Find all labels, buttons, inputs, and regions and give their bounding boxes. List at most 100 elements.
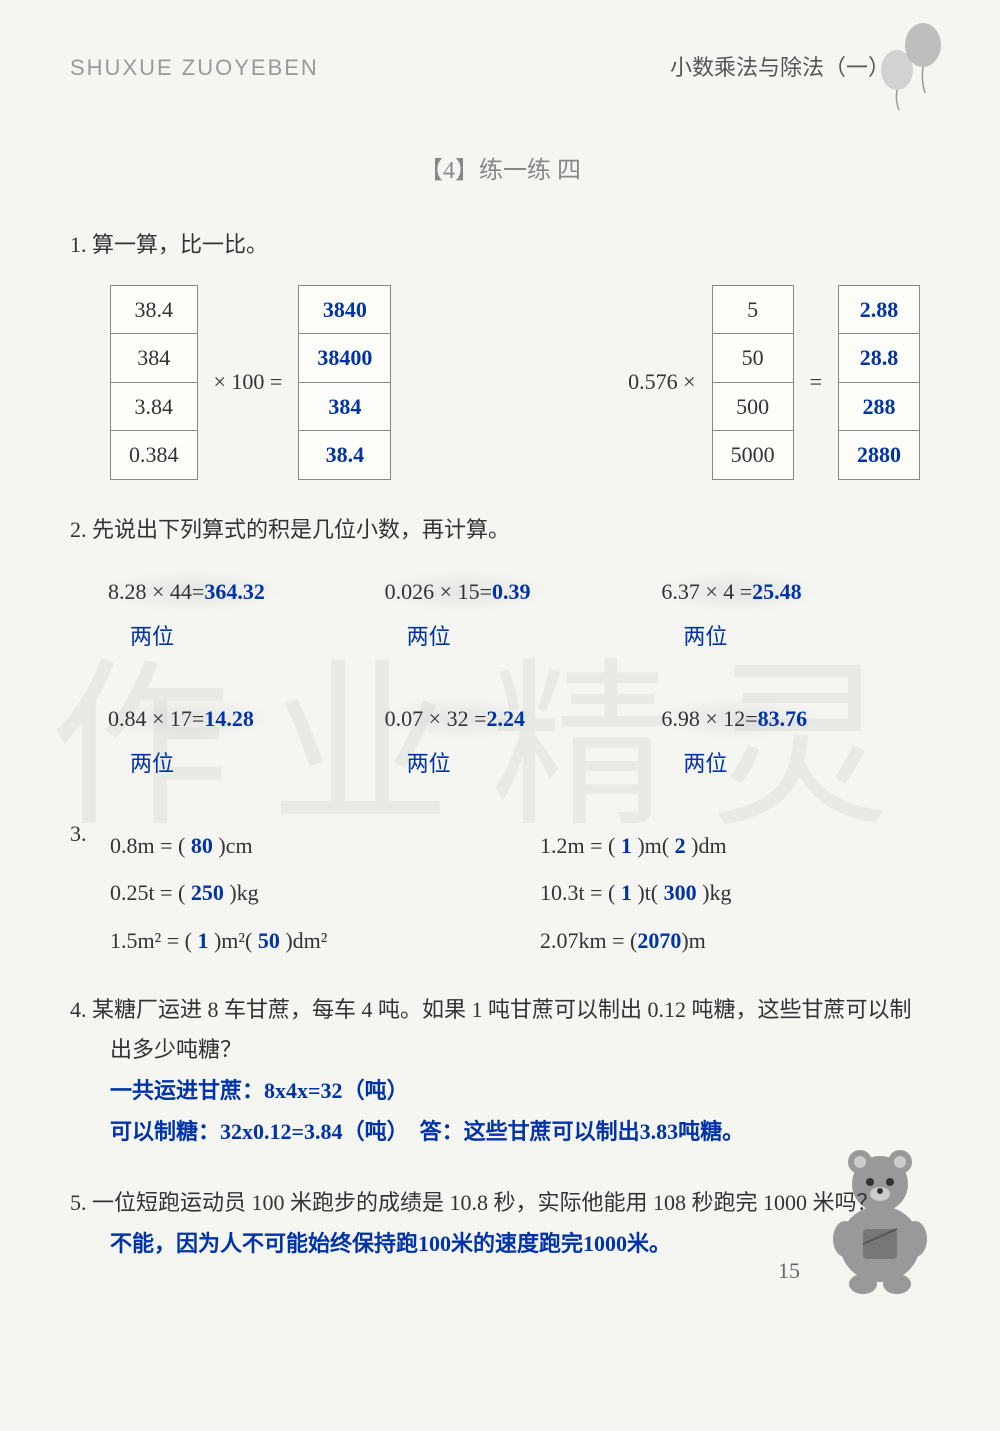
problem-1: 1. 算一算，比一比。 38.4 384 3.84 0.384 × 100 = …: [70, 225, 930, 480]
label: 两位: [407, 617, 654, 657]
t: 0.25t = (: [110, 880, 185, 905]
q2-item: 6.98 × 12=83.76 两位: [653, 697, 930, 784]
q1-left-group: 38.4 384 3.84 0.384 × 100 = 3840 38400 3…: [110, 285, 391, 480]
section-title: 【4】练一练 四: [70, 150, 930, 185]
t: 米。: [627, 1231, 671, 1256]
ans: 2.24: [487, 706, 526, 731]
a: 100: [418, 1231, 451, 1256]
cell: 2.88: [839, 285, 920, 334]
t: （吨）: [343, 1078, 409, 1103]
q2-item: 0.84 × 17=14.28 两位: [100, 697, 377, 784]
t: 2.07km = (: [540, 928, 637, 953]
t: 可以制糖：: [110, 1119, 220, 1144]
problem-5: 5. 一位短跑运动员 100 米跑步的成绩是 10.8 秒，实际他能用 108 …: [70, 1183, 930, 1264]
problem-3: 3. 0.8m = ( 80 )cm 1.2m = ( 1 )m( 2 )dm …: [70, 814, 930, 960]
header-pinyin: SHUXUE ZUOYEBEN: [70, 55, 319, 81]
q2-item: 0.07 × 32 =2.24 两位: [377, 697, 654, 784]
expr: 6.98 × 12=: [661, 706, 757, 731]
problem-4: 4. 某糖厂运进 8 车甘蔗，每车 4 吨。如果 1 吨甘蔗可以制出 0.12 …: [70, 990, 930, 1153]
t: )m²(: [214, 928, 252, 953]
a: 50: [252, 928, 285, 953]
expr: 0.84 × 17=: [108, 706, 204, 731]
header-chapter: 小数乘法与除法（一）: [670, 50, 890, 82]
expr: 6.37 × 4 =: [661, 579, 752, 604]
t: )kg: [229, 880, 258, 905]
ans: 83.76: [758, 706, 808, 731]
label: 两位: [130, 744, 377, 784]
t: （吨） 答：这些甘蔗可以制出3.83吨糖。: [343, 1119, 745, 1144]
t: 0.8m = (: [110, 833, 185, 858]
cell: 5000: [712, 431, 793, 480]
a: 32x0.12=3.84: [220, 1119, 343, 1144]
t: 一共运进甘蔗：: [110, 1078, 264, 1103]
q3-item: 1.2m = ( 1 )m( 2 )dm: [540, 826, 930, 866]
expr: 8.28 × 44=: [108, 579, 204, 604]
a: 1000: [583, 1231, 627, 1256]
q1-left-outputs: 3840 38400 384 38.4: [298, 285, 391, 480]
t: )m: [681, 928, 705, 953]
q3-item: 2.07km = (2070)m: [540, 921, 930, 961]
t: 米的速度跑完: [451, 1231, 583, 1256]
q3-item: 1.5m² = ( 1 )m²( 50 )dm²: [110, 921, 500, 961]
expr: 0.07 × 32 =: [385, 706, 487, 731]
ans: 14.28: [204, 706, 254, 731]
q2-item: 6.37 × 4 =25.48 两位: [653, 570, 930, 657]
q1-right-group: 0.576 × 5 50 500 5000 = 2.88 28.8 288 28…: [622, 285, 920, 480]
t: 10.3t = (: [540, 880, 615, 905]
cell: 5: [712, 285, 793, 334]
cell: 384: [111, 334, 198, 383]
cell: 38.4: [299, 431, 391, 480]
q1-left-inputs: 38.4 384 3.84 0.384: [110, 285, 198, 480]
t: )t(: [637, 880, 658, 905]
cell: 38.4: [111, 285, 198, 334]
t: )m(: [637, 833, 669, 858]
q1-right-prefix: 0.576 ×: [622, 362, 701, 402]
t: )dm²: [285, 928, 327, 953]
a: 80: [185, 833, 218, 858]
cell: 28.8: [839, 334, 920, 383]
problem-2: 2. 先说出下列算式的积是几位小数，再计算。 8.28 × 44=364.32 …: [70, 510, 930, 784]
cell: 2880: [839, 431, 920, 480]
cell: 3840: [299, 285, 391, 334]
a: 8x4x=32: [264, 1078, 343, 1103]
expr: 0.026 × 15=: [385, 579, 492, 604]
q5-prompt: 5. 一位短跑运动员 100 米跑步的成绩是 10.8 秒，实际他能用 108 …: [70, 1183, 930, 1223]
t: 不能，因为人不可能始终保持跑: [110, 1231, 418, 1256]
label: 两位: [683, 617, 930, 657]
label: 两位: [130, 617, 377, 657]
cell: 384: [299, 382, 391, 431]
a: 1: [615, 833, 637, 858]
a: 2: [669, 833, 691, 858]
q2-item: 0.026 × 15=0.39 两位: [377, 570, 654, 657]
t: )cm: [218, 833, 252, 858]
label: 两位: [407, 744, 654, 784]
ans: 0.39: [492, 579, 531, 604]
cell: 50: [712, 334, 793, 383]
ans: 364.32: [204, 579, 265, 604]
cell: 38400: [299, 334, 391, 383]
cell: 288: [839, 382, 920, 431]
label: 两位: [683, 744, 930, 784]
a: 300: [658, 880, 702, 905]
q1-right-eq: =: [804, 362, 828, 402]
q1-prompt: 1. 算一算，比一比。: [70, 225, 930, 265]
t: )kg: [702, 880, 731, 905]
q3-item: 10.3t = ( 1 )t( 300 )kg: [540, 873, 930, 913]
q3-item: 0.8m = ( 80 )cm: [110, 826, 500, 866]
ans: 25.48: [752, 579, 802, 604]
q1-right-outputs: 2.88 28.8 288 2880: [838, 285, 920, 480]
q4-prompt: 4. 某糖厂运进 8 车甘蔗，每车 4 吨。如果 1 吨甘蔗可以制出 0.12 …: [70, 990, 930, 1069]
balloon-icon: [875, 15, 945, 115]
t: 1.2m = (: [540, 833, 615, 858]
q2-item: 8.28 × 44=364.32 两位: [100, 570, 377, 657]
cell: 0.384: [111, 431, 198, 480]
a: 1: [192, 928, 214, 953]
a: 250: [185, 880, 229, 905]
q1-right-inputs: 5 50 500 5000: [712, 285, 794, 480]
cell: 500: [712, 382, 793, 431]
q1-left-op: × 100 =: [208, 362, 289, 402]
a: 1: [615, 880, 637, 905]
q3-num: 3.: [70, 821, 87, 846]
t: 1.5m² = (: [110, 928, 192, 953]
t: )dm: [691, 833, 726, 858]
